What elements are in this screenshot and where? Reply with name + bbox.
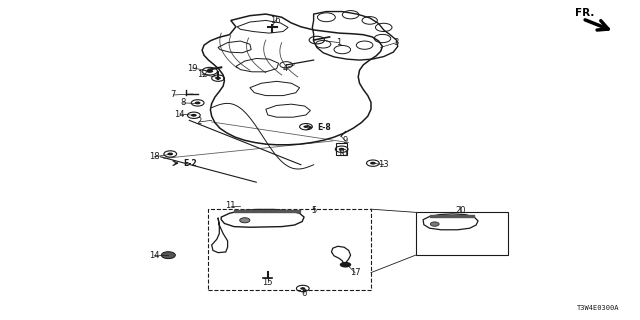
Text: 3: 3 xyxy=(394,38,399,47)
Circle shape xyxy=(430,222,439,226)
Text: 4: 4 xyxy=(282,63,287,73)
Text: 18: 18 xyxy=(149,152,159,161)
Circle shape xyxy=(240,218,250,223)
Text: 14: 14 xyxy=(175,109,185,118)
Text: E-8: E-8 xyxy=(317,123,332,132)
Circle shape xyxy=(370,162,376,164)
Text: 1: 1 xyxy=(337,38,342,47)
Text: 12: 12 xyxy=(197,70,207,79)
Circle shape xyxy=(191,114,196,117)
Circle shape xyxy=(206,69,213,73)
Text: 9: 9 xyxy=(343,136,348,146)
Text: 20: 20 xyxy=(455,206,465,215)
Bar xyxy=(209,209,371,290)
Circle shape xyxy=(195,101,200,104)
Circle shape xyxy=(215,77,221,80)
Bar xyxy=(336,142,348,155)
Text: FR.: FR. xyxy=(575,8,595,18)
Text: 16: 16 xyxy=(270,16,281,25)
Text: 17: 17 xyxy=(349,268,360,277)
Text: 15: 15 xyxy=(262,278,273,287)
Circle shape xyxy=(168,153,173,156)
Text: 5: 5 xyxy=(311,206,316,215)
Text: E-2: E-2 xyxy=(184,159,197,168)
Text: 11: 11 xyxy=(225,202,236,211)
Circle shape xyxy=(300,287,305,290)
Text: 7: 7 xyxy=(171,91,176,100)
Text: 2: 2 xyxy=(196,117,202,126)
Bar xyxy=(415,212,508,255)
Text: T3W4E0300A: T3W4E0300A xyxy=(577,305,620,311)
Text: 8: 8 xyxy=(180,99,186,108)
Text: 19: 19 xyxy=(188,63,198,73)
Circle shape xyxy=(340,262,351,268)
Text: 6: 6 xyxy=(301,289,307,298)
Circle shape xyxy=(303,125,308,128)
Circle shape xyxy=(339,148,344,151)
Text: 10: 10 xyxy=(337,149,348,158)
Text: 13: 13 xyxy=(378,160,389,169)
Text: 14: 14 xyxy=(149,251,159,260)
Circle shape xyxy=(161,252,175,259)
